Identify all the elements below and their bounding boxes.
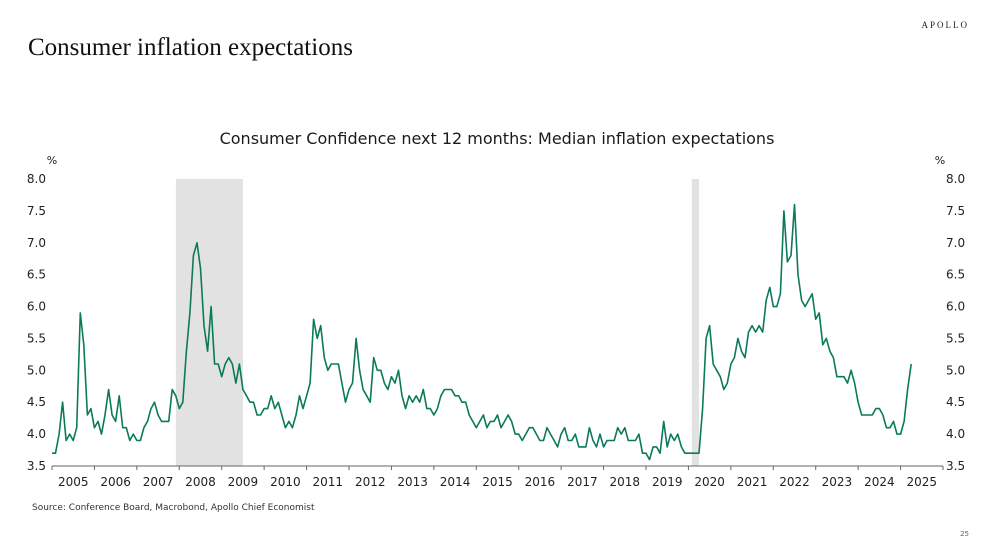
x-tick-label: 2016	[525, 475, 556, 489]
x-tick-label: 2022	[779, 475, 810, 489]
x-tick-label: 2021	[737, 475, 768, 489]
y-tick-label-right: 7.5	[946, 204, 965, 218]
page-title: Consumer inflation expectations	[28, 34, 353, 61]
recession-shading-group	[175, 179, 700, 466]
y-tick-label-right: 5.5	[946, 331, 965, 345]
x-tick-label: 2008	[185, 475, 216, 489]
source-note: Source: Conference Board, Macrobond, Apo…	[32, 503, 315, 513]
x-tick-label: 2019	[652, 475, 683, 489]
x-tick-label: 2020	[694, 475, 725, 489]
y-ticks-right: 3.5 4.0 4.5 5.0 5.5 6.0 6.5 7.0 7.5 8.0	[946, 172, 965, 473]
y-tick-label-left: 3.5	[27, 459, 46, 473]
x-ticks: 2005 2006 2007 2008 2009 2010 2011 2012 2013 2014…	[51, 466, 944, 489]
y-tick-label-right: 4.5	[946, 395, 965, 409]
recession-band-1	[691, 179, 700, 466]
brand-logo: APOLLO	[921, 20, 969, 30]
y-tick-label-left: 6.0	[27, 300, 46, 314]
y-tick-label-right: 3.5	[946, 459, 965, 473]
x-tick-label: 2013	[397, 475, 428, 489]
y-tick-label-left: 4.0	[27, 427, 46, 441]
chart-title: Consumer Confidence next 12 months: Medi…	[220, 129, 775, 148]
series-line-inflation-expectations	[52, 203, 912, 461]
x-tick-label: 2011	[313, 475, 344, 489]
x-tick-label: 2007	[143, 475, 174, 489]
y-tick-label-right: 6.5	[946, 268, 965, 282]
x-tick-label: 2017	[567, 475, 598, 489]
y-tick-label-right: 5.0	[946, 363, 965, 377]
page-number: 25	[960, 530, 969, 538]
y-axis-label-right: %	[935, 154, 945, 167]
x-tick-label: 2009	[228, 475, 259, 489]
y-tick-label-right: 7.0	[946, 236, 965, 250]
x-tick-label: 2015	[482, 475, 513, 489]
y-tick-label-right: 4.0	[946, 427, 965, 441]
x-tick-label: 2006	[100, 475, 131, 489]
x-tick-label: 2025	[907, 475, 938, 489]
x-tick-label: 2023	[822, 475, 853, 489]
y-tick-label-left: 6.5	[27, 268, 46, 282]
y-tick-label-left: 4.5	[27, 395, 46, 409]
x-tick-label: 2018	[610, 475, 641, 489]
x-tick-label: 2010	[270, 475, 301, 489]
y-tick-label-left: 7.5	[27, 204, 46, 218]
x-tick-label: 2014	[440, 475, 471, 489]
y-tick-label-right: 6.0	[946, 300, 965, 314]
y-tick-label-left: 7.0	[27, 236, 46, 250]
y-tick-label-left: 5.5	[27, 331, 46, 345]
y-ticks-left: 3.5 4.0 4.5 5.0 5.5 6.0 6.5 7.0 7.5 8.0	[27, 172, 46, 473]
x-tick-label: 2024	[864, 475, 895, 489]
y-tick-label-left: 5.0	[27, 363, 46, 377]
x-tick-label: 2005	[58, 475, 89, 489]
y-axis-label-left: %	[47, 154, 57, 167]
y-tick-label-right: 8.0	[946, 172, 965, 186]
y-tick-label-left: 8.0	[27, 172, 46, 186]
x-tick-label: 2012	[355, 475, 386, 489]
